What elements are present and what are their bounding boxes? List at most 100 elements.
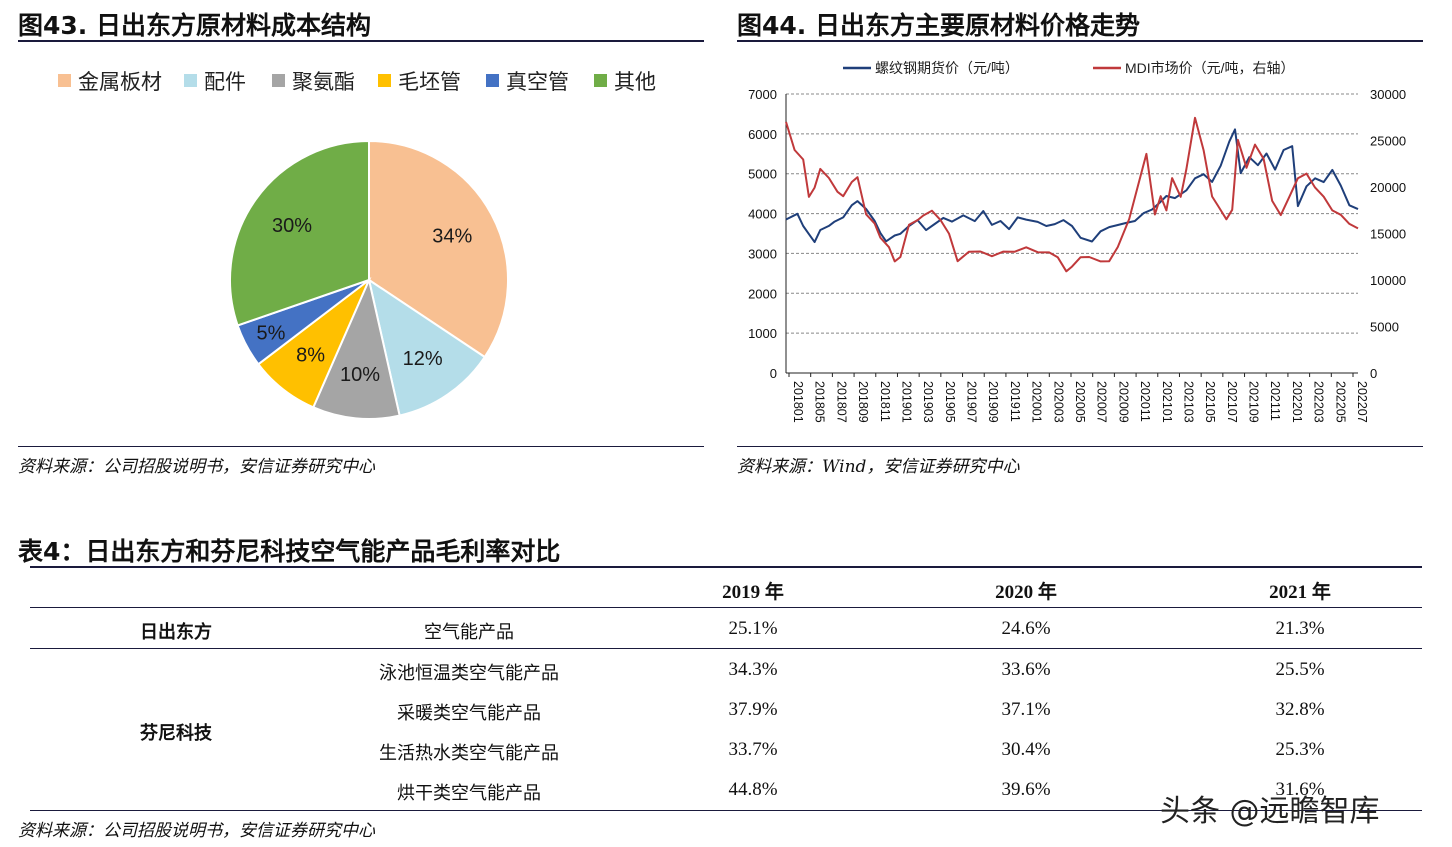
x-tick-label: 202005 [1073, 381, 1087, 423]
watermark-text: 头条 @远瞻智库 [1160, 794, 1380, 829]
x-tick-label: 201909 [986, 381, 1000, 423]
x-tick-label: 202103 [1181, 381, 1195, 423]
x-tick-label: 201809 [856, 381, 870, 423]
line-chart: 螺纹钢期货价（元/吨） MDI市场价（元/吨，右轴） 0 1000 2000 3000 40… [748, 60, 1406, 423]
x-tick-label: 201811 [878, 381, 892, 422]
table-bottom-rule [30, 810, 1422, 811]
pie-data-label: 5% [257, 323, 286, 345]
pie-slice [367, 277, 487, 417]
table-source: 资料来源：公司招股说明书，安信证券研究中心 [18, 821, 375, 841]
x-tick-label: 202203 [1312, 381, 1326, 423]
legend-swatch [272, 74, 285, 87]
y-right-tick-label: 20000 [1370, 180, 1406, 195]
table-cell: 37.9% [728, 699, 778, 720]
legend-swatch [58, 74, 71, 87]
y-right-tick-label: 10000 [1370, 273, 1406, 288]
y-right-tick-label: 5000 [1370, 320, 1399, 335]
table-cell: 32.8% [1275, 699, 1325, 720]
table-cell: 34.3% [728, 659, 778, 680]
table-cell: 37.1% [1001, 699, 1051, 720]
pie-slice [229, 139, 370, 327]
y-left-tick-label: 1000 [748, 326, 777, 341]
legend-swatch [594, 74, 607, 87]
table-header-2020: 2020 年 [995, 582, 1057, 603]
fig43-title: 图43. 日出东方原材料成本结构 [18, 11, 371, 40]
legend-swatch [184, 74, 197, 87]
table-row-product: 泳池恒温类空气能产品 [379, 663, 559, 684]
fig44-bottom-rule [737, 446, 1423, 447]
table-cell: 25.5% [1275, 659, 1325, 680]
x-tick-label: 202007 [1095, 381, 1109, 423]
y-left-tick-label: 2000 [748, 286, 777, 301]
x-tick-label: 201911 [1008, 381, 1022, 422]
legend-swatch [486, 74, 499, 87]
legend-swatch [378, 74, 391, 87]
legend-label: 聚氨酯 [292, 71, 355, 94]
x-tick-label: 201807 [834, 381, 848, 423]
fig43-bottom-rule [18, 446, 704, 447]
legend-label: 金属板材 [78, 71, 162, 94]
x-tick-label: 201903 [921, 381, 935, 423]
table-group-richu: 日出东方 [140, 622, 212, 643]
x-tick-label: 202101 [1160, 381, 1174, 423]
table-header-2021: 2021 年 [1269, 582, 1331, 603]
fig44-source: 资料来源：Wind，安信证券研究中心 [737, 457, 1020, 477]
table-cell: 44.8% [728, 779, 778, 800]
y-right-tick-label: 15000 [1370, 227, 1406, 242]
pie-slice [311, 276, 401, 420]
x-tick-label: 202011 [1138, 381, 1152, 422]
x-tick-label: 202003 [1051, 381, 1065, 423]
x-tick-label: 201801 [791, 381, 805, 423]
series-line [785, 128, 1359, 244]
x-tick-label: 202201 [1290, 381, 1304, 423]
y-right-tick-label: 0 [1370, 366, 1377, 381]
y-left-tick-label: 6000 [748, 127, 777, 142]
pie-chart: 金属板材 配件 聚氨酯 毛坯管 真空管 其他 34% 12% 10% 8% 5% 30% [58, 71, 656, 420]
legend-label: 真空管 [506, 71, 569, 94]
fig43-title-rule [18, 40, 704, 42]
pie-data-label: 34% [432, 225, 472, 247]
table-row-product: 采暖类空气能产品 [397, 703, 541, 724]
y-left-tick-label: 5000 [748, 167, 777, 182]
y-right-tick-label: 25000 [1370, 134, 1406, 149]
table-title: 表4：日出东方和芬尼科技空气能产品毛利率对比 [18, 537, 561, 566]
table-header-rule [30, 607, 1422, 608]
legend-label: 其他 [614, 71, 656, 94]
y-right-tick-label: 30000 [1370, 87, 1406, 102]
x-tick-label: 202105 [1203, 381, 1217, 423]
x-tick-label: 202205 [1333, 381, 1347, 423]
x-tick-label: 202109 [1247, 381, 1261, 423]
table-row-product: 烘干类空气能产品 [397, 783, 541, 804]
x-tick-label: 202001 [1030, 381, 1044, 423]
x-tick-label: 202107 [1225, 381, 1239, 423]
pie-data-label: 10% [340, 364, 380, 386]
table-row-product: 空气能产品 [424, 622, 514, 643]
y-left-tick-label: 0 [770, 366, 777, 381]
table-header-2019: 2019 年 [722, 582, 784, 603]
x-tick-label: 201905 [943, 381, 957, 423]
pie-data-label: 8% [296, 344, 325, 366]
table-cell: 24.6% [1001, 618, 1051, 639]
fig44-title-rule [737, 40, 1423, 42]
table-cell: 25.3% [1275, 739, 1325, 760]
table-top-rule [30, 566, 1422, 568]
table-group-fenni: 芬尼科技 [140, 723, 212, 744]
table-cell: 31.6% [1275, 779, 1325, 800]
series-line [785, 116, 1359, 273]
legend-label: MDI市场价（元/吨，右轴） [1125, 60, 1295, 76]
x-tick-label: 201907 [965, 381, 979, 423]
y-left-tick-label: 4000 [748, 207, 777, 222]
table-cell: 25.1% [728, 618, 778, 639]
x-tick-label: 202009 [1116, 381, 1130, 423]
legend-label: 螺纹钢期货价（元/吨） [875, 60, 1019, 76]
pie-data-label: 30% [272, 215, 312, 237]
legend-label: 配件 [204, 71, 246, 94]
table-row-product: 生活热水类空气能产品 [379, 743, 559, 764]
table-cell: 21.3% [1275, 618, 1325, 639]
table-group-rule [30, 648, 1422, 649]
fig43-source: 资料来源：公司招股说明书，安信证券研究中心 [18, 457, 375, 477]
x-tick-label: 202111 [1268, 381, 1282, 421]
table-cell: 39.6% [1001, 779, 1051, 800]
legend-label: 毛坯管 [398, 71, 461, 94]
fig44-title: 图44. 日出东方主要原材料价格走势 [737, 11, 1140, 40]
